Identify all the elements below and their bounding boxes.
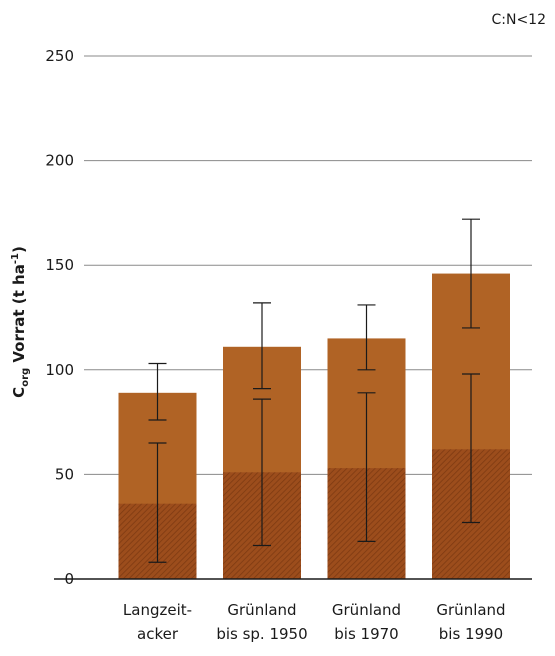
- x-category-label: bis 1970: [334, 625, 398, 643]
- x-category-label: Grünland: [227, 601, 296, 619]
- x-axis-categories: Langzeit-acker Grünland bis sp. 1950 Grünla…: [123, 601, 506, 643]
- corner-label: C:N<12: [491, 12, 546, 28]
- y-tick-label: 250: [45, 47, 74, 65]
- y-tick-label: 50: [55, 465, 74, 483]
- x-category-label: Grünland: [332, 601, 401, 619]
- bars: [118, 273, 510, 579]
- x-category-label: Grünland: [436, 601, 505, 619]
- y-tick-label: 100: [45, 361, 74, 379]
- error-bars: [148, 218, 480, 563]
- x-category-label: bis sp. 1950: [216, 625, 307, 643]
- x-category-label: bis 1990: [439, 625, 503, 643]
- x-category-label: acker: [137, 625, 179, 643]
- y-tick-label: 150: [45, 256, 74, 274]
- y-axis-label: Corg Vorrat (t ha-1): [10, 246, 31, 398]
- x-category-label: Langzeit-: [123, 601, 192, 619]
- y-tick-label: 200: [45, 152, 74, 170]
